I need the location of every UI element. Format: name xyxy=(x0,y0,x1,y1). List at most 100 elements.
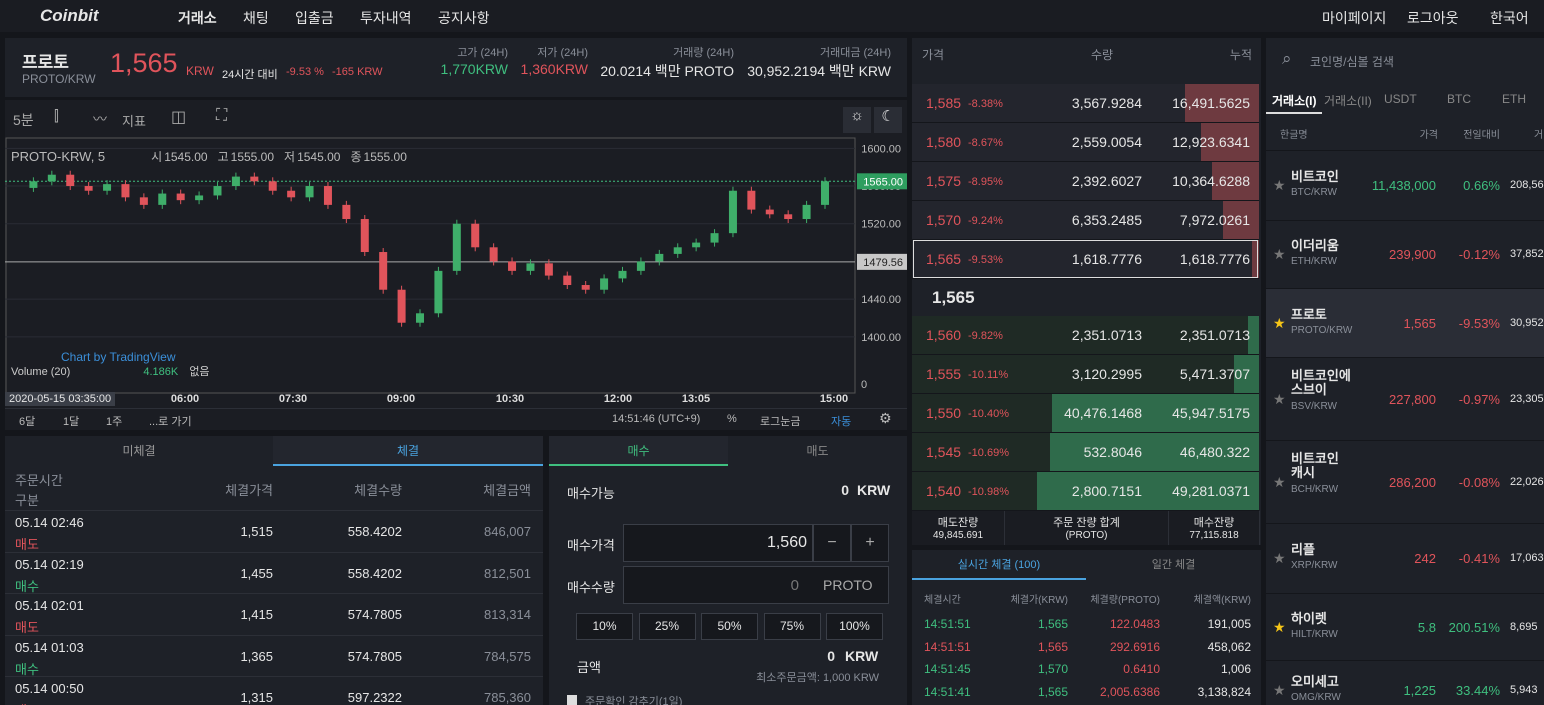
col-header: 체결량(PROTO) xyxy=(1090,595,1160,606)
summary-value: (PROTO) xyxy=(1065,530,1108,541)
price-input[interactable] xyxy=(623,524,813,562)
tab[interactable]: 실시간 체결 (100) xyxy=(912,550,1086,580)
coin-pair: HILT/KRW xyxy=(1291,628,1338,640)
nav-right[interactable]: 마이페이지 xyxy=(1322,10,1387,26)
range-button[interactable]: 1달 xyxy=(63,416,80,428)
label: 매수수량 xyxy=(567,580,615,595)
nav-item[interactable]: 입출금 xyxy=(295,10,334,26)
col-header: 체결액(KRW) xyxy=(1193,595,1251,606)
trade-side: 매도 xyxy=(15,537,39,552)
tab[interactable]: 체결 xyxy=(273,436,543,466)
candle xyxy=(305,186,314,198)
market-tab[interactable]: BTC xyxy=(1447,92,1471,106)
plus-button[interactable]: + xyxy=(851,524,889,562)
favorite-star[interactable]: ★ xyxy=(1273,618,1286,635)
candle xyxy=(526,263,535,271)
favorite-star[interactable]: ★ xyxy=(1273,177,1286,193)
tab[interactable]: 일간 체결 xyxy=(1151,559,1196,571)
header: Coinbit 거래소 채팅 입출금 투자내역 공지사항 마이페이지 로그아웃 한국어 xyxy=(0,0,1544,32)
coin-row[interactable] xyxy=(1266,220,1544,288)
percent-button[interactable]: 75% xyxy=(763,613,821,640)
candle xyxy=(342,204,351,220)
coin-row[interactable] xyxy=(1266,440,1544,523)
depth-bar xyxy=(1248,316,1259,354)
brand[interactable]: Coinbit xyxy=(40,6,99,25)
coin-row[interactable] xyxy=(1266,660,1544,705)
favorite-star[interactable]: ★ xyxy=(1273,246,1286,262)
coin-row[interactable] xyxy=(1266,357,1544,440)
candle xyxy=(360,219,369,253)
coin-name: 이더리움 xyxy=(1291,238,1339,253)
nav-right[interactable]: 로그아웃 xyxy=(1407,10,1459,26)
candle xyxy=(508,261,517,271)
minus-button[interactable]: − xyxy=(813,524,851,562)
auto-toggle[interactable]: 자동 xyxy=(831,416,852,428)
nav-right[interactable]: 한국어 xyxy=(1490,10,1529,26)
range-button[interactable]: 1주 xyxy=(106,416,123,428)
search-input[interactable]: 코인명/심볼 검색 xyxy=(1310,55,1394,69)
indicator[interactable]: 지표 xyxy=(122,114,146,129)
coin-price: 286,200 xyxy=(1389,474,1436,490)
percent-button[interactable]: 100% xyxy=(826,613,883,640)
range-button[interactable]: 6달 xyxy=(19,416,36,428)
market-tab[interactable]: 거래소(II) xyxy=(1324,94,1372,108)
tab[interactable]: 매도 xyxy=(806,444,829,458)
coin-price: 239,900 xyxy=(1389,247,1436,262)
nav-item[interactable]: 공지사항 xyxy=(438,10,490,26)
percent-button[interactable]: 10% xyxy=(576,613,633,640)
checkbox[interactable] xyxy=(567,695,577,705)
tab-underline xyxy=(1266,112,1322,114)
favorite-star[interactable]: ★ xyxy=(1273,682,1286,698)
price-tag xyxy=(857,253,907,270)
total: 0 xyxy=(827,648,835,664)
nav-item[interactable]: 거래소 xyxy=(178,10,217,26)
y-tick-label: 1440.00 xyxy=(861,294,901,306)
legend-value: 1545.00 xyxy=(164,150,208,164)
favorite-star[interactable]: ★ xyxy=(1273,550,1286,566)
settings[interactable]: ⚙ xyxy=(879,410,892,426)
light-mode[interactable]: ☼ xyxy=(843,107,871,133)
ob-price: 1,550 xyxy=(926,405,962,421)
market-tab[interactable]: ETH xyxy=(1502,92,1526,106)
trade-side: 매도 xyxy=(15,700,39,705)
nav-item[interactable]: 채팅 xyxy=(243,10,269,26)
nav-item[interactable]: 투자내역 xyxy=(360,10,412,26)
candle xyxy=(765,209,774,215)
camera[interactable]: ◫ xyxy=(171,109,187,126)
dark-mode[interactable]: ☾ xyxy=(874,107,902,133)
tab[interactable]: 매수 xyxy=(549,436,728,466)
x-tick-label: 07:30 xyxy=(279,393,307,405)
indicator-icon[interactable]: 〰 xyxy=(93,111,107,127)
fullscreen[interactable]: ⛶ xyxy=(216,107,228,124)
range-button[interactable]: ...로 가기 xyxy=(149,416,192,428)
market-tab[interactable]: USDT xyxy=(1384,92,1417,106)
col-header: 체결가격 xyxy=(225,483,273,498)
favorite-star[interactable]: ★ xyxy=(1273,390,1286,407)
rt-qty: 2,005.6386 xyxy=(1099,684,1160,699)
label: 금액 xyxy=(577,660,601,675)
percent-toggle[interactable]: % xyxy=(727,413,737,425)
rt-price: 1,565 xyxy=(1037,684,1068,699)
percent-button[interactable]: 25% xyxy=(638,613,696,640)
col-header: 구분 xyxy=(15,493,39,508)
candle xyxy=(231,176,240,187)
ob-pct: -10.69% xyxy=(968,447,1009,459)
tab[interactable]: 미체결 xyxy=(122,444,156,458)
percent-button[interactable]: 50% xyxy=(701,613,758,640)
market-tab[interactable]: 거래소(I) xyxy=(1272,94,1317,108)
coin-row[interactable] xyxy=(1266,593,1544,660)
coin-name: 하이렛 xyxy=(1291,610,1327,626)
ob-cum: 49,281.0371 xyxy=(1172,483,1250,499)
candle-icon[interactable]: ⫿ xyxy=(54,108,59,125)
qty-input[interactable] xyxy=(623,566,889,604)
favorite-star[interactable]: ★ xyxy=(1273,473,1286,490)
interval[interactable]: 5분 xyxy=(13,112,34,128)
candle xyxy=(710,233,719,243)
volume-extra: 없음 xyxy=(189,366,210,378)
coin-pair: PROTO/KRW xyxy=(22,72,96,86)
log-toggle[interactable]: 로그눈금 xyxy=(760,416,801,428)
coin-row[interactable] xyxy=(1266,523,1544,593)
coin-row[interactable] xyxy=(1266,288,1544,357)
favorite-star[interactable]: ★ xyxy=(1273,314,1286,331)
coin-row[interactable] xyxy=(1266,150,1544,220)
